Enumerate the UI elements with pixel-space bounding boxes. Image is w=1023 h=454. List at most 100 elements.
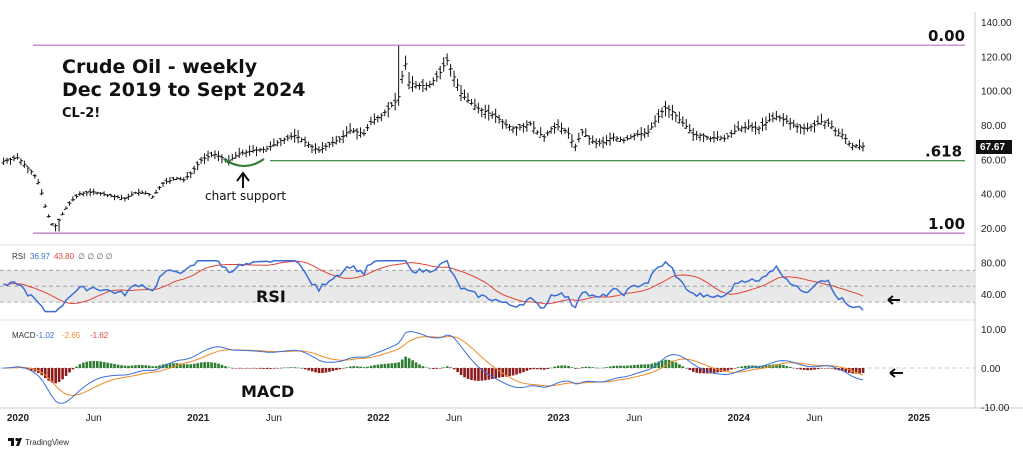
macd-histogram-bar bbox=[750, 365, 754, 368]
macd-legend-signal: -2.65 bbox=[62, 331, 81, 340]
macd-histogram-bar bbox=[823, 368, 827, 369]
macd-histogram-bar bbox=[286, 367, 290, 368]
time-tick-label: Jun bbox=[806, 413, 822, 424]
price-bar bbox=[91, 188, 96, 195]
macd-histogram-bar bbox=[858, 368, 861, 374]
price-bar bbox=[115, 195, 120, 199]
macd-histogram-bar bbox=[355, 366, 359, 368]
tradingview-logo-icon bbox=[8, 437, 22, 446]
price-bar bbox=[587, 135, 592, 146]
price-bar bbox=[25, 165, 30, 174]
price-bar bbox=[542, 134, 547, 142]
price-bar bbox=[646, 124, 651, 137]
rsi-ma-line bbox=[3, 260, 864, 305]
price-bar bbox=[330, 136, 335, 147]
time-tick-label: 2024 bbox=[728, 413, 751, 424]
macd-histogram-bar bbox=[127, 365, 130, 368]
macd-histogram-bar bbox=[681, 366, 685, 368]
price-bar bbox=[843, 133, 848, 145]
macd-histogram-bar bbox=[106, 362, 109, 368]
macd-histogram-bar bbox=[473, 368, 477, 381]
macd-histogram-bar bbox=[730, 368, 733, 370]
macd-histogram-bar bbox=[633, 364, 636, 368]
macd-histogram-bar bbox=[761, 365, 764, 368]
price-bar bbox=[271, 138, 276, 147]
macd-histogram-bar bbox=[210, 362, 213, 368]
macd-histogram-bar bbox=[588, 366, 591, 368]
price-bar bbox=[628, 134, 633, 140]
price-bar bbox=[483, 104, 488, 119]
price-bar bbox=[313, 143, 318, 154]
macd-histogram-bar bbox=[85, 361, 89, 368]
macd-histogram-bar bbox=[449, 367, 453, 368]
macd-histogram-bar bbox=[144, 365, 148, 368]
price-bar bbox=[410, 75, 415, 92]
macd-histogram-bar bbox=[179, 363, 182, 368]
macd-histogram-bar bbox=[484, 368, 487, 381]
price-bar bbox=[1, 157, 6, 165]
macd-histogram-bar bbox=[716, 368, 719, 373]
macd-histogram-bar bbox=[709, 368, 712, 374]
price-bar bbox=[382, 109, 387, 117]
price-bar bbox=[386, 102, 391, 118]
price-bar bbox=[167, 176, 172, 185]
macd-histogram-bar bbox=[359, 366, 362, 368]
brand-label: TradingView bbox=[25, 438, 69, 447]
price-bar bbox=[282, 137, 287, 144]
macd-histogram-bar bbox=[137, 364, 141, 368]
macd-histogram-bar bbox=[390, 363, 394, 368]
price-bar bbox=[403, 55, 408, 70]
macd-histogram-bar bbox=[57, 368, 61, 382]
macd-histogram-bar bbox=[172, 363, 175, 368]
macd-histogram-bar bbox=[470, 368, 473, 381]
price-bar bbox=[320, 142, 325, 154]
price-bar bbox=[206, 150, 211, 162]
last-price-badge bbox=[976, 140, 1012, 154]
macd-histogram-bar bbox=[393, 362, 397, 368]
price-bar bbox=[829, 120, 834, 130]
time-tick-label: 2023 bbox=[547, 413, 570, 424]
macd-histogram-bar bbox=[321, 368, 324, 374]
price-bar bbox=[185, 171, 190, 180]
price-bar bbox=[736, 121, 741, 132]
price-bar bbox=[677, 111, 682, 124]
price-bar bbox=[608, 132, 613, 146]
macd-histogram-bar bbox=[660, 360, 664, 368]
price-bar bbox=[691, 128, 696, 142]
macd-tick-label: 10.00 bbox=[981, 325, 1006, 336]
price-tick-label: 20.00 bbox=[981, 224, 1006, 235]
price-bar bbox=[490, 111, 495, 119]
price-bar bbox=[538, 127, 543, 138]
macd-histogram-bar bbox=[224, 366, 227, 368]
price-bar bbox=[251, 144, 256, 154]
price-bar bbox=[680, 116, 685, 127]
macd-histogram-bar bbox=[591, 367, 595, 368]
price-bar bbox=[649, 122, 654, 130]
macd-histogram-bar bbox=[678, 364, 681, 368]
macd-histogram-bar bbox=[477, 368, 480, 381]
macd-histogram-bar bbox=[109, 363, 113, 368]
macd-histogram-bar bbox=[733, 368, 737, 369]
macd-signal-line bbox=[3, 335, 864, 396]
macd-histogram-bar bbox=[307, 368, 310, 371]
macd-histogram-bar bbox=[71, 368, 75, 370]
macd-histogram-bar bbox=[123, 365, 127, 368]
fib-label-2: 1.00 bbox=[928, 215, 965, 233]
price-bar bbox=[427, 80, 432, 89]
macd-histogram-bar bbox=[542, 368, 546, 370]
price-bar bbox=[348, 123, 353, 135]
macd-histogram-bar bbox=[712, 368, 716, 373]
macd-histogram-bar bbox=[192, 363, 196, 368]
macd-histogram-bar bbox=[75, 366, 78, 368]
macd-histogram-bar bbox=[186, 364, 189, 368]
price-bar bbox=[632, 133, 637, 141]
macd-histogram-bar bbox=[466, 368, 470, 379]
macd-histogram-bar bbox=[154, 366, 158, 368]
price-bar bbox=[556, 119, 561, 131]
price-bar bbox=[365, 124, 370, 132]
price-bar bbox=[687, 123, 692, 134]
macd-histogram-bar bbox=[813, 368, 816, 370]
price-bar bbox=[195, 161, 200, 171]
macd-histogram-bar bbox=[116, 364, 120, 368]
price-bar bbox=[573, 143, 578, 152]
